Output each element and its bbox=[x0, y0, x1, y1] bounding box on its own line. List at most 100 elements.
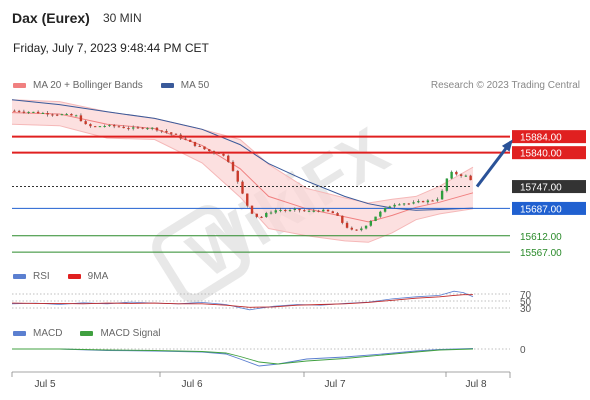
candle-body bbox=[379, 211, 382, 217]
candle-body bbox=[312, 210, 315, 212]
candle-body bbox=[331, 211, 334, 214]
candle-body bbox=[450, 171, 453, 179]
candle-body bbox=[269, 212, 273, 214]
x-tick-label-Jul-7: Jul 7 bbox=[324, 379, 346, 390]
candle-body bbox=[217, 152, 220, 154]
candle-body bbox=[350, 227, 354, 230]
candle-body bbox=[241, 181, 244, 194]
candle-body bbox=[355, 229, 358, 231]
legend-swatch-rsi bbox=[13, 274, 26, 279]
candle-body bbox=[260, 216, 263, 218]
candle-body bbox=[41, 112, 45, 114]
legend-swatch-ma20 bbox=[13, 83, 26, 88]
candle-body bbox=[360, 228, 363, 231]
candle-body bbox=[170, 132, 173, 134]
candle-body bbox=[165, 130, 168, 133]
candle-body bbox=[426, 200, 430, 203]
rsi-level-label-70: 70 bbox=[520, 290, 532, 301]
price-level-label-15840.00: 15840.00 bbox=[520, 149, 562, 160]
candle-body bbox=[298, 208, 301, 211]
candle-body bbox=[36, 111, 40, 114]
candle-body bbox=[198, 145, 201, 147]
rsi-level-label-50: 50 bbox=[520, 297, 532, 308]
price-level-label-15687.00: 15687.00 bbox=[520, 204, 562, 215]
macd-legend: MACD MACD Signal bbox=[13, 328, 178, 339]
candle-body bbox=[364, 225, 368, 229]
candle-body bbox=[455, 171, 458, 175]
candle-body bbox=[65, 113, 68, 115]
candle-body bbox=[345, 222, 349, 228]
candle-body bbox=[141, 127, 144, 129]
candle-body bbox=[60, 114, 64, 116]
candle-body bbox=[322, 209, 325, 212]
price-level-tag-15840.00 bbox=[512, 146, 586, 160]
legend-item-macd: MACD bbox=[13, 328, 62, 339]
candle-body bbox=[146, 128, 149, 130]
legend-swatch-9ma bbox=[67, 274, 81, 279]
candle-body bbox=[131, 127, 135, 129]
candle-body bbox=[250, 205, 254, 214]
legend-label-macd: MACD bbox=[33, 328, 63, 339]
candle-body bbox=[155, 127, 159, 131]
candle-body bbox=[70, 113, 73, 116]
legend-item-ma50: MA 50 bbox=[160, 80, 210, 91]
candle-body bbox=[184, 138, 187, 140]
x-tick-label-Jul-5: Jul 5 bbox=[34, 379, 56, 390]
candle-body bbox=[117, 126, 121, 128]
candle-body bbox=[27, 111, 30, 113]
rsi-9ma-line bbox=[11, 294, 473, 308]
price-level-label-15747.00: 15747.00 bbox=[520, 183, 562, 194]
legend-label-macd-signal: MACD Signal bbox=[100, 328, 161, 339]
bollinger-lower-line bbox=[11, 123, 474, 243]
candle-body bbox=[374, 216, 377, 221]
macd-line bbox=[12, 348, 474, 367]
candle-body bbox=[103, 126, 106, 128]
candle-body bbox=[222, 153, 225, 156]
candle-body bbox=[383, 207, 387, 212]
interval-label: 30 MIN bbox=[103, 11, 142, 25]
legend-swatch-macd bbox=[13, 331, 26, 336]
candle-body bbox=[89, 124, 92, 127]
candle-body bbox=[436, 199, 439, 201]
candle-body bbox=[388, 206, 392, 208]
candle-body bbox=[51, 114, 54, 116]
candle-body bbox=[203, 146, 206, 150]
candle-body bbox=[279, 209, 282, 211]
legend-item-macd-signal: MACD Signal bbox=[80, 328, 160, 339]
legend-label-ma50: MA 50 bbox=[180, 80, 210, 91]
candle-body bbox=[236, 170, 239, 182]
candle-body bbox=[412, 202, 415, 204]
ma50-line bbox=[11, 99, 474, 211]
candle-body bbox=[79, 115, 83, 122]
candle-body bbox=[293, 208, 296, 210]
candle-body bbox=[108, 125, 111, 127]
candle-body bbox=[208, 149, 211, 152]
candle-body bbox=[122, 126, 125, 129]
candle-body bbox=[326, 209, 330, 212]
candle-body bbox=[74, 115, 78, 117]
candle-body bbox=[421, 201, 425, 203]
candle-body bbox=[284, 209, 287, 211]
macd-signal-line bbox=[12, 348, 474, 365]
candle-body bbox=[255, 213, 258, 217]
candle-body bbox=[32, 111, 35, 113]
candle-body bbox=[227, 155, 230, 162]
candle-body bbox=[402, 203, 406, 205]
price-level-label-15612.00: 15612.00 bbox=[520, 232, 562, 243]
projection-arrow-shaft bbox=[475, 140, 513, 188]
datetime-label: Friday, July 7, 2023 9:48:44 PM CET bbox=[13, 41, 209, 55]
candle-body bbox=[288, 209, 292, 211]
legend-swatch-ma50 bbox=[160, 83, 174, 88]
price-level-tag-15747.00 bbox=[512, 180, 586, 194]
main-legend: MA 20 + Bollinger Bands MA 50 bbox=[13, 80, 227, 91]
candle-body bbox=[246, 193, 249, 206]
legend-label-9ma: 9MA bbox=[87, 271, 109, 282]
candle-body bbox=[393, 204, 396, 207]
candle-body bbox=[189, 139, 192, 142]
legend-item-9ma: 9MA bbox=[67, 271, 109, 282]
legend-label-ma20: MA 20 + Bollinger Bands bbox=[33, 80, 143, 91]
candle-body bbox=[341, 215, 344, 223]
candle-body bbox=[307, 210, 311, 212]
candle-body bbox=[317, 210, 320, 212]
